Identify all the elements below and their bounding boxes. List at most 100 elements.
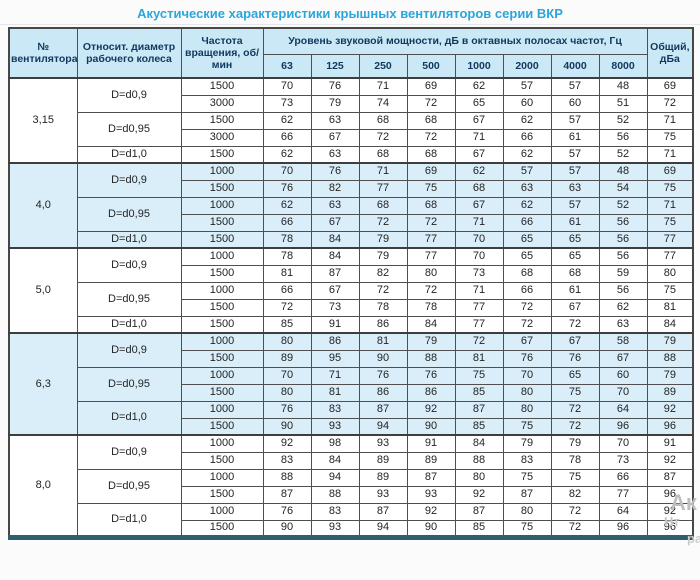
- spl-value-cell: 66: [502, 128, 552, 147]
- spl-value-cell: 72: [550, 315, 600, 334]
- spl-value-cell: 79: [310, 94, 360, 113]
- total-dba-cell: 96: [646, 417, 694, 436]
- spl-value-cell: 62: [454, 162, 504, 181]
- spl-value-cell: 86: [310, 332, 360, 351]
- spl-value-cell: 72: [262, 298, 312, 317]
- spl-value-cell: 77: [454, 298, 504, 317]
- spl-value-cell: 62: [502, 145, 552, 164]
- spl-value-cell: 89: [406, 451, 456, 470]
- diameter-cell: D=d0,9: [76, 162, 182, 198]
- spl-value-cell: 64: [598, 400, 648, 419]
- diameter-cell: D=d1,0: [76, 230, 182, 249]
- spl-value-cell: 76: [310, 77, 360, 96]
- spl-value-cell: 70: [598, 383, 648, 402]
- spl-value-cell: 96: [598, 417, 648, 436]
- speed-cell: 1000: [180, 400, 264, 419]
- spl-value-cell: 70: [454, 230, 504, 249]
- spl-value-cell: 80: [262, 332, 312, 351]
- total-dba-cell: 69: [646, 77, 694, 96]
- speed-cell: 1000: [180, 332, 264, 351]
- diameter-cell: D=d0,95: [76, 468, 182, 504]
- spl-value-cell: 60: [502, 94, 552, 113]
- speed-cell: 1500: [180, 485, 264, 504]
- table-body: 3,15 D=d0,9 1500 70 76 71 69 62 57 57 48 69 3000 73 79…: [8, 77, 694, 538]
- table-row: 3,15 D=d0,9 1500 70 76 71 69 62 57 57 48 69: [8, 77, 694, 164]
- table-row: 5,0 D=d0,9 1000 78 84 79 77 70 65 65 56 77: [8, 247, 694, 334]
- total-dba-cell: 72: [646, 94, 694, 113]
- fan-number-cell: 8,0: [8, 434, 78, 538]
- spl-value-cell: 67: [310, 128, 360, 147]
- total-dba-cell: 75: [646, 179, 694, 198]
- spl-value-cell: 69: [406, 77, 456, 96]
- spl-value-cell: 98: [310, 434, 360, 453]
- spl-value-cell: 56: [598, 247, 648, 266]
- spl-value-cell: 94: [310, 468, 360, 487]
- page: Акустические характеристики крышных вент…: [0, 6, 700, 546]
- spl-value-cell: 57: [550, 145, 600, 164]
- fan-number-cell: 5,0: [8, 247, 78, 334]
- spl-value-cell: 72: [502, 315, 552, 334]
- spl-value-cell: 62: [502, 196, 552, 215]
- frequency-header-row: 63 125 250 500 1000 2000 4000 8000: [9, 53, 693, 79]
- spl-value-cell: 76: [550, 349, 600, 368]
- spl-value-cell: 93: [310, 519, 360, 538]
- spl-value-cell: 63: [310, 196, 360, 215]
- spl-value-cell: 86: [406, 383, 456, 402]
- spl-value-cell: 68: [454, 179, 504, 198]
- spl-value-cell: 72: [550, 519, 600, 538]
- spl-value-cell: 68: [358, 196, 408, 215]
- spl-value-cell: 76: [406, 366, 456, 385]
- diameter-cell: D=d0,9: [76, 332, 182, 368]
- spl-value-cell: 57: [550, 77, 600, 96]
- table-header: № вентилятора Относит. диаметр рабочего …: [8, 27, 694, 79]
- table-row: D=d0,95 1000 62 63 68 68 67 62 57 52 71: [9, 196, 694, 232]
- spl-value-cell: 93: [358, 434, 408, 453]
- spl-value-cell: 83: [310, 400, 360, 419]
- table-row: D=d1,0 1500 78 84 79 77 70 65 65 56 77: [9, 230, 694, 249]
- diameter-cell: D=d0,9: [76, 247, 182, 283]
- spl-value-cell: 84: [310, 451, 360, 470]
- spl-value-cell: 57: [502, 77, 552, 96]
- table-row: 1500 87 88 93 93 92 87 82 77 96: [9, 485, 694, 504]
- header-diameter: Относит. диаметр рабочего колеса: [76, 27, 182, 79]
- spl-value-cell: 82: [550, 485, 600, 504]
- spl-value-cell: 70: [454, 247, 504, 266]
- spl-value-cell: 68: [502, 264, 552, 283]
- table-row: 1500 90 93 94 90 85 75 72 96 96: [9, 519, 694, 538]
- spl-value-cell: 68: [406, 111, 456, 130]
- spl-value-cell: 57: [550, 162, 600, 181]
- spl-value-cell: 91: [406, 434, 456, 453]
- spl-value-cell: 52: [598, 111, 648, 130]
- speed-cell: 1500: [180, 417, 264, 436]
- spl-value-cell: 87: [358, 400, 408, 419]
- spl-value-cell: 68: [406, 145, 456, 164]
- spl-value-cell: 75: [502, 417, 552, 436]
- spl-value-cell: 88: [454, 451, 504, 470]
- spl-value-cell: 72: [550, 502, 600, 521]
- spl-value-cell: 60: [550, 94, 600, 113]
- spl-value-cell: 65: [550, 230, 600, 249]
- spl-value-cell: 48: [598, 77, 648, 96]
- spl-value-cell: 56: [598, 128, 648, 147]
- header-freq-125: 125: [310, 53, 360, 79]
- header-freq-63: 63: [262, 53, 312, 79]
- speed-cell: 1500: [180, 111, 264, 130]
- acoustic-table: № вентилятора Относит. диаметр рабочего …: [8, 27, 695, 540]
- spl-value-cell: 73: [454, 264, 504, 283]
- spl-value-cell: 77: [598, 485, 648, 504]
- spl-value-cell: 62: [502, 111, 552, 130]
- spl-value-cell: 72: [358, 213, 408, 232]
- spl-value-cell: 80: [502, 400, 552, 419]
- spl-value-cell: 89: [262, 349, 312, 368]
- total-dba-cell: 75: [646, 213, 694, 232]
- speed-cell: 1000: [180, 366, 264, 385]
- total-dba-cell: 69: [646, 162, 694, 181]
- header-fan-number: № вентилятора: [8, 27, 78, 79]
- speed-cell: 1500: [180, 230, 264, 249]
- spl-value-cell: 68: [358, 145, 408, 164]
- spl-value-cell: 66: [502, 213, 552, 232]
- table-row: D=d0,95 1000 66 67 72 72 71 66 61 56 75: [9, 281, 694, 317]
- header-total: Общий, дБа: [646, 27, 694, 79]
- spl-value-cell: 54: [598, 179, 648, 198]
- spl-value-cell: 64: [598, 502, 648, 521]
